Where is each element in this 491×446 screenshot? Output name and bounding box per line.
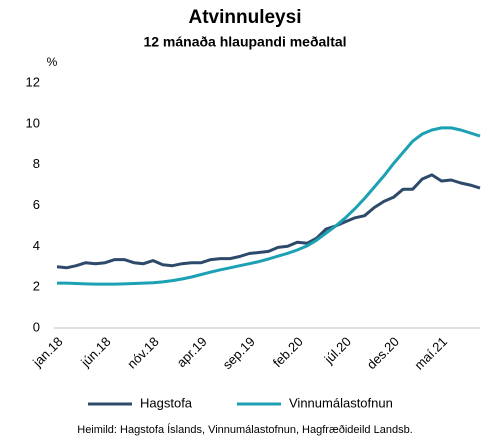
y-tick-label: 2 <box>33 279 40 294</box>
x-tick-label: júl.20 <box>321 334 354 367</box>
legend-label: Hagstofa <box>140 395 193 410</box>
y-tick-label: 0 <box>33 319 40 334</box>
y-tick-label: 8 <box>33 156 40 171</box>
y-tick-label: 6 <box>33 197 40 212</box>
chart-subtitle: 12 mánaða hlaupandi meðaltal <box>143 34 346 50</box>
x-tick-label: sep.19 <box>220 334 258 372</box>
series-line <box>57 126 481 286</box>
legend-label: Vinnumálastofnun <box>289 395 393 410</box>
x-tick-label: nóv.18 <box>124 334 162 372</box>
chart-title: Atvinnuleysi <box>189 7 302 28</box>
x-tick-label: des.20 <box>364 334 402 372</box>
x-tick-label: jan.18 <box>29 334 65 370</box>
series-line <box>56 173 481 270</box>
x-tick-label: apr.19 <box>174 334 210 370</box>
y-tick-label: 12 <box>26 74 40 89</box>
y-tick-label: 4 <box>33 238 40 253</box>
y-axis-label: % <box>47 55 58 69</box>
y-tick-label: 10 <box>26 115 40 130</box>
x-tick-label: maí.21 <box>411 334 450 373</box>
source: Heimild: Hagstofa Íslands, Vinnumálastof… <box>77 423 413 436</box>
x-tick-label: jún.18 <box>77 334 113 370</box>
x-tick-label: feb.20 <box>270 334 306 370</box>
